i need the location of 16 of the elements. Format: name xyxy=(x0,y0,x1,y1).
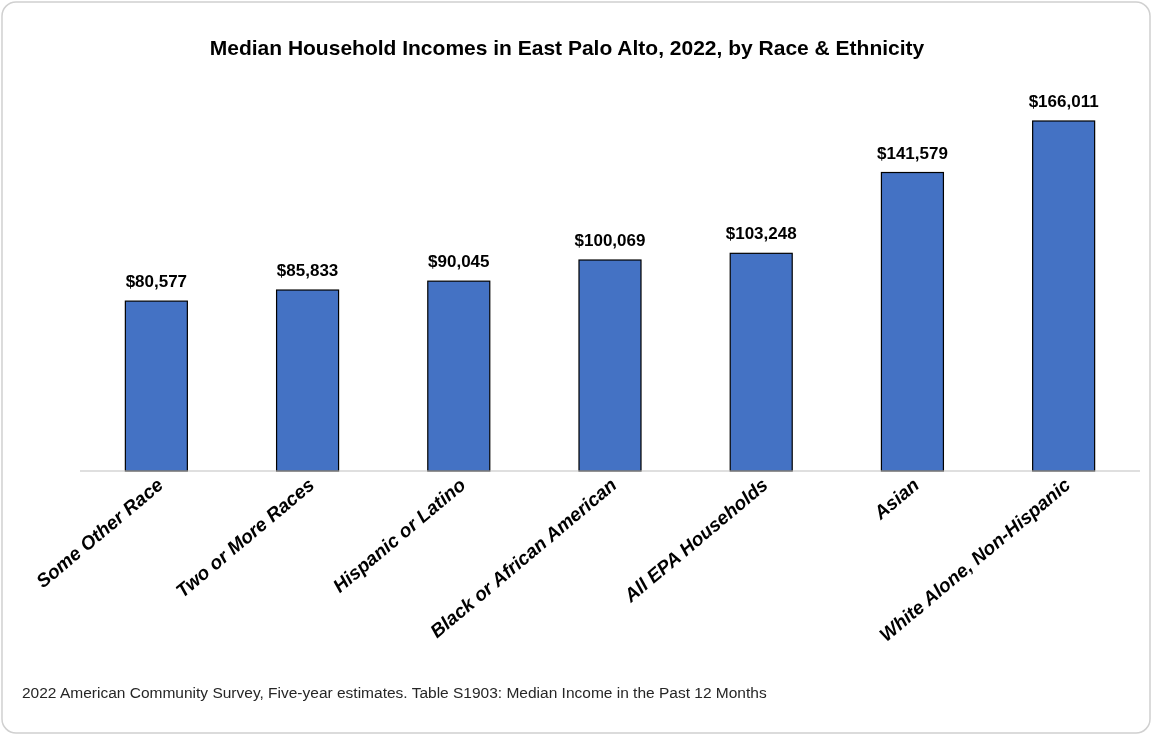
bar xyxy=(880,171,945,472)
bar xyxy=(124,300,188,472)
data-label: $103,248 xyxy=(725,224,797,244)
data-label: $90,045 xyxy=(428,252,490,272)
data-label: $166,011 xyxy=(1028,92,1099,111)
bar xyxy=(729,252,793,472)
data-label: $141,579 xyxy=(876,143,948,163)
text: 2022 American Community Survey, Five-year estimates. Table S1903: Median Income in the Past 12 Months xyxy=(22,684,767,701)
data-label: $100,069 xyxy=(574,231,646,251)
bar xyxy=(1032,120,1096,472)
bar xyxy=(275,289,340,472)
data-label: $85,833 xyxy=(276,261,339,281)
bar xyxy=(427,280,491,472)
data-label: $80,577 xyxy=(125,272,188,292)
bar xyxy=(578,259,642,472)
chart-title: Median Household Incomes in East Palo Alto, 2022, by Race & Ethnicity xyxy=(209,36,925,59)
